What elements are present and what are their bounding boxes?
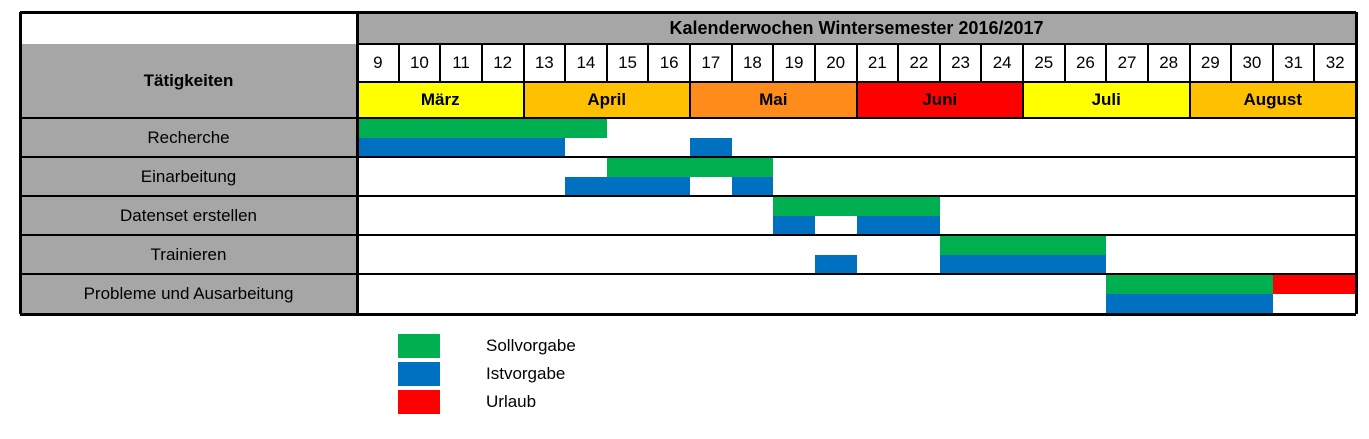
bar-ist [731,176,774,196]
grid-line [439,44,442,82]
week-number: 18 [742,53,762,72]
bar-ist [856,215,940,235]
grid-line [1313,44,1316,82]
week-number: 29 [1200,53,1220,72]
week-number: 19 [784,53,804,72]
grid-line [980,44,983,82]
grid-line [480,44,483,82]
month-label: April [523,82,690,118]
task-label: Datenset erstellen [20,196,357,235]
grid-line [564,44,567,82]
grid-line [689,82,691,118]
grid-line [1022,82,1024,118]
task-label: Probleme und Ausarbeitung [20,274,357,314]
week-number: 28 [1159,53,1179,72]
week-number: 17 [701,53,721,72]
bar-soll [606,157,774,177]
grid-line [1022,44,1024,82]
grid-line [730,44,733,82]
grid-line [18,12,22,314]
bar-ist [690,137,732,157]
month-label: März [357,82,524,118]
grid-line [897,44,900,82]
week-number: 24 [992,53,1012,72]
grid-line [20,156,1356,158]
grid-line [20,195,1356,197]
bar-soll [773,196,940,216]
grid-line [647,44,650,82]
grid-line [397,44,400,82]
grid-line [1063,44,1066,82]
week-number: 23 [951,53,971,72]
legend-label-urlaub: Urlaub [486,392,537,411]
legend-swatch-ist [398,362,440,386]
grid-line [605,44,608,82]
week-number: 11 [452,53,470,72]
tasks-header: Tätigkeiten [20,44,357,118]
chart-title: Kalenderwochen Wintersemester 2016/2017 [357,12,1356,44]
grid-line [522,82,525,118]
week-number: 16 [659,53,679,72]
grid-line [1188,82,1191,118]
week-number: 30 [1242,53,1262,72]
week-number: 21 [867,53,887,72]
week-number: 13 [534,53,554,72]
task-label: Trainieren [20,235,357,274]
grid-line [1354,12,1358,314]
legend-swatch-soll [398,334,440,358]
grid-line [813,44,816,82]
week-number: 27 [1117,53,1137,72]
grid-line [1271,44,1274,82]
week-number: 20 [826,53,846,72]
grid-line [1230,44,1233,82]
grid-line [20,312,1356,316]
grid-line [20,273,1356,275]
bar-soll [1106,274,1273,294]
legend-swatch-urlaub [398,390,440,414]
grid-line [522,44,525,82]
bar-ist [357,137,566,157]
bar-ist [773,215,815,235]
bar-ist [565,176,690,196]
task-label: Einarbeitung [20,157,357,196]
month-label: Juli [1023,82,1190,118]
month-label: Mai [690,82,857,118]
grid-line [1146,44,1149,82]
bar-urlaub [1272,274,1356,294]
grid-line [1105,44,1108,82]
bar-ist [939,254,1107,274]
grid-line [772,44,775,82]
week-number: 26 [1075,53,1095,72]
grid-line [1188,44,1191,82]
month-label: Juni [856,82,1023,118]
week-number: 9 [373,53,383,72]
week-number: 14 [576,53,596,72]
week-number: 32 [1325,53,1345,72]
week-number: 31 [1284,53,1304,72]
grid-line [355,12,359,314]
grid-line [855,44,858,82]
bar-soll [357,118,607,138]
bar-ist [1106,294,1273,314]
bar-ist [814,254,857,274]
grid-line [689,44,691,82]
week-number: 22 [909,53,929,72]
week-number: 12 [493,53,513,72]
grid-line [20,10,1356,14]
grid-line [20,117,1356,119]
task-label: Recherche [20,118,357,157]
grid-line [855,82,858,118]
week-number: 25 [1034,53,1054,72]
week-number: 10 [409,53,429,72]
bar-soll [939,235,1107,255]
legend-label-ist: Istvorgabe [486,364,566,383]
grid-line [938,44,941,82]
legend-label-soll: Sollvorgabe [486,336,576,355]
week-number: 15 [618,53,638,72]
month-label: August [1189,82,1356,118]
grid-line [20,234,1356,236]
